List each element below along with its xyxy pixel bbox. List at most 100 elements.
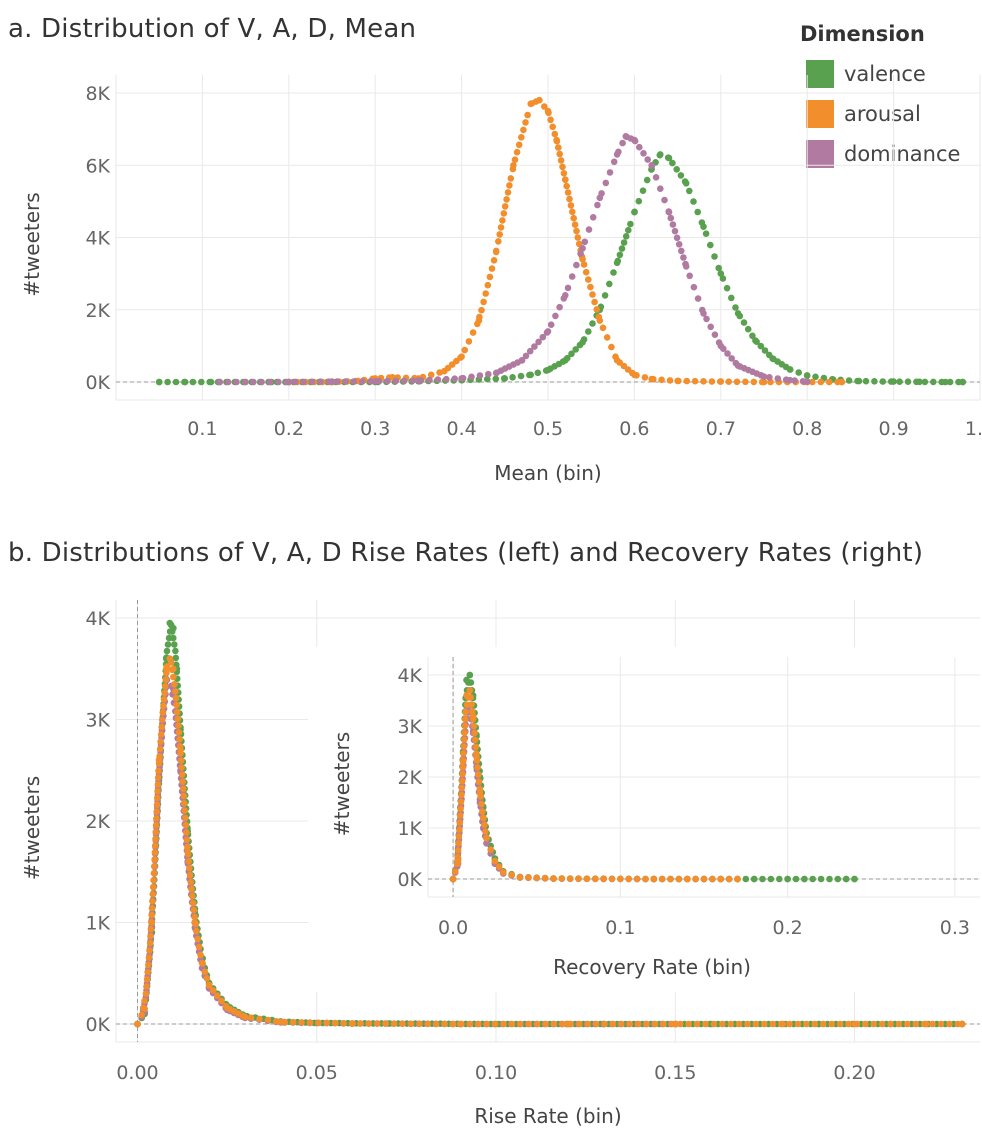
data-point-arousal xyxy=(160,696,168,703)
data-point-dominance xyxy=(291,378,299,386)
data-point-arousal xyxy=(153,808,160,815)
data-point-dominance xyxy=(717,342,725,350)
data-point-arousal xyxy=(495,863,503,871)
data-point-valence xyxy=(171,641,178,648)
data-point-valence xyxy=(492,375,500,383)
data-point-valence xyxy=(631,208,638,216)
data-point-arousal xyxy=(469,329,477,336)
data-point-arousal xyxy=(479,814,487,822)
data-point-arousal xyxy=(150,869,158,877)
data-point-arousal xyxy=(154,774,162,781)
data-point-valence xyxy=(711,253,718,260)
data-point-arousal xyxy=(660,1020,667,1028)
data-point-dominance xyxy=(409,377,417,384)
data-point-arousal xyxy=(476,789,484,796)
data-point-arousal xyxy=(466,687,474,694)
data-point-arousal xyxy=(633,875,641,883)
data-point-arousal xyxy=(508,871,515,879)
data-point-arousal xyxy=(501,203,509,210)
data-point-valence xyxy=(795,369,802,376)
data-point-arousal xyxy=(382,1020,390,1027)
data-point-arousal xyxy=(650,875,658,883)
x-tick-label: 0.1 xyxy=(605,917,635,939)
data-point-valence xyxy=(170,634,177,642)
data-point-arousal xyxy=(887,1020,894,1028)
data-point-arousal xyxy=(475,1020,482,1028)
data-point-dominance xyxy=(573,261,580,269)
data-point-arousal xyxy=(566,875,574,882)
data-point-valence xyxy=(155,378,163,386)
data-point-arousal xyxy=(460,743,468,750)
legend-title: Dimension xyxy=(800,22,925,46)
data-point-dominance xyxy=(451,375,459,383)
data-point-dominance xyxy=(535,338,542,346)
data-point-arousal xyxy=(151,842,159,849)
data-point-arousal xyxy=(149,883,157,891)
data-point-dominance xyxy=(631,136,638,144)
data-point-arousal xyxy=(937,1020,945,1028)
data-point-arousal xyxy=(198,959,206,967)
data-point-valence xyxy=(761,347,769,354)
data-point-valence xyxy=(669,159,676,167)
data-point-dominance xyxy=(544,328,552,335)
data-point-arousal xyxy=(480,298,487,306)
data-point-arousal xyxy=(609,1020,617,1028)
series-valence xyxy=(155,151,966,386)
data-point-arousal xyxy=(205,982,213,989)
data-point-arousal xyxy=(323,1019,331,1027)
data-point-arousal xyxy=(769,1020,777,1028)
data-point-arousal xyxy=(550,875,557,882)
data-point-valence xyxy=(585,328,592,335)
data-point-arousal xyxy=(631,371,638,379)
data-point-arousal xyxy=(676,1020,684,1028)
data-point-arousal xyxy=(170,673,177,681)
data-point-valence xyxy=(181,378,189,386)
data-point-arousal xyxy=(456,1020,464,1028)
chart-recovery: 0.0 0.1 0.2 0.3 0K 1K 2K 3K 4K Recovery Rate (bin… xyxy=(308,647,982,992)
data-point-valence xyxy=(613,259,621,267)
data-point-valence xyxy=(544,366,552,374)
data-point-valence xyxy=(466,671,474,679)
data-point-dominance xyxy=(579,245,586,252)
data-point-arousal xyxy=(524,111,531,119)
data-point-valence xyxy=(904,378,912,386)
data-point-arousal xyxy=(760,378,768,386)
data-point-arousal xyxy=(725,875,733,883)
data-point-arousal xyxy=(166,655,174,662)
data-point-dominance xyxy=(682,263,690,270)
data-point-dominance xyxy=(342,378,349,385)
data-point-valence xyxy=(715,264,722,272)
data-point-arousal xyxy=(617,875,624,883)
legend-swatch-arousal xyxy=(806,100,834,128)
data-point-arousal xyxy=(471,729,478,737)
data-point-arousal xyxy=(160,702,167,710)
data-point-arousal xyxy=(449,875,457,883)
data-point-valence xyxy=(625,226,632,234)
data-point-arousal xyxy=(141,1005,148,1013)
data-point-arousal xyxy=(641,374,649,381)
data-point-arousal xyxy=(717,875,724,883)
data-point-dominance xyxy=(589,214,597,221)
data-point-arousal xyxy=(536,96,543,104)
data-point-arousal xyxy=(201,968,209,976)
data-point-dominance xyxy=(317,378,324,386)
data-point-arousal xyxy=(520,126,527,134)
data-point-arousal xyxy=(457,805,464,812)
data-point-valence xyxy=(610,269,617,276)
data-point-arousal xyxy=(667,875,674,883)
data-point-dominance xyxy=(216,378,223,386)
data-point-arousal xyxy=(459,763,467,771)
data-point-arousal xyxy=(144,968,151,976)
data-point-arousal xyxy=(564,189,572,196)
data-point-valence xyxy=(842,875,850,883)
data-point-valence xyxy=(501,375,509,382)
x-tick-label: 1.0 xyxy=(965,418,982,440)
data-point-arousal xyxy=(179,778,186,786)
data-point-arousal xyxy=(134,1020,141,1028)
data-point-arousal xyxy=(828,1020,835,1028)
data-point-dominance xyxy=(728,355,735,362)
y-tick-label: 2K xyxy=(85,811,110,833)
data-point-arousal xyxy=(553,136,560,144)
data-point-arousal xyxy=(459,770,466,778)
x-axis-title: Rise Rate (bin) xyxy=(474,1104,621,1128)
